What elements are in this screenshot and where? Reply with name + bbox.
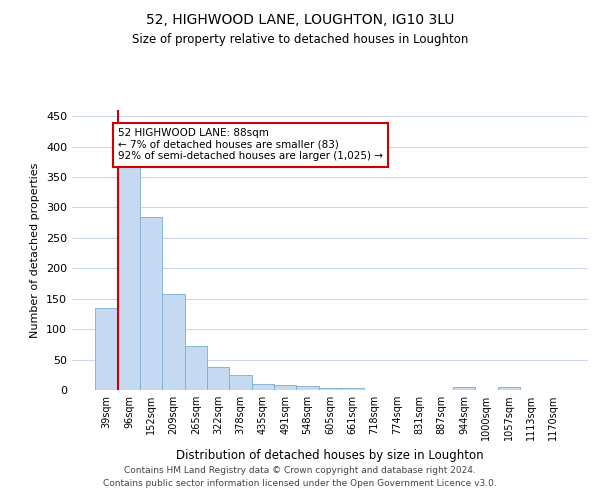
Bar — [296, 386, 319, 390]
Text: Size of property relative to detached houses in Loughton: Size of property relative to detached ho… — [132, 32, 468, 46]
Bar — [140, 216, 163, 390]
Bar — [118, 162, 140, 390]
Bar — [341, 388, 364, 390]
X-axis label: Distribution of detached houses by size in Loughton: Distribution of detached houses by size … — [176, 448, 484, 462]
Bar — [163, 294, 185, 390]
Bar — [207, 368, 229, 390]
Bar — [453, 387, 475, 390]
Bar — [95, 308, 118, 390]
Bar — [497, 387, 520, 390]
Text: 52 HIGHWOOD LANE: 88sqm
← 7% of detached houses are smaller (83)
92% of semi-det: 52 HIGHWOOD LANE: 88sqm ← 7% of detached… — [118, 128, 383, 162]
Bar — [229, 375, 252, 390]
Text: 52, HIGHWOOD LANE, LOUGHTON, IG10 3LU: 52, HIGHWOOD LANE, LOUGHTON, IG10 3LU — [146, 12, 454, 26]
Y-axis label: Number of detached properties: Number of detached properties — [31, 162, 40, 338]
Bar — [252, 384, 274, 390]
Text: Contains HM Land Registry data © Crown copyright and database right 2024.
Contai: Contains HM Land Registry data © Crown c… — [103, 466, 497, 487]
Bar — [185, 346, 207, 390]
Bar — [274, 385, 296, 390]
Bar — [319, 388, 341, 390]
